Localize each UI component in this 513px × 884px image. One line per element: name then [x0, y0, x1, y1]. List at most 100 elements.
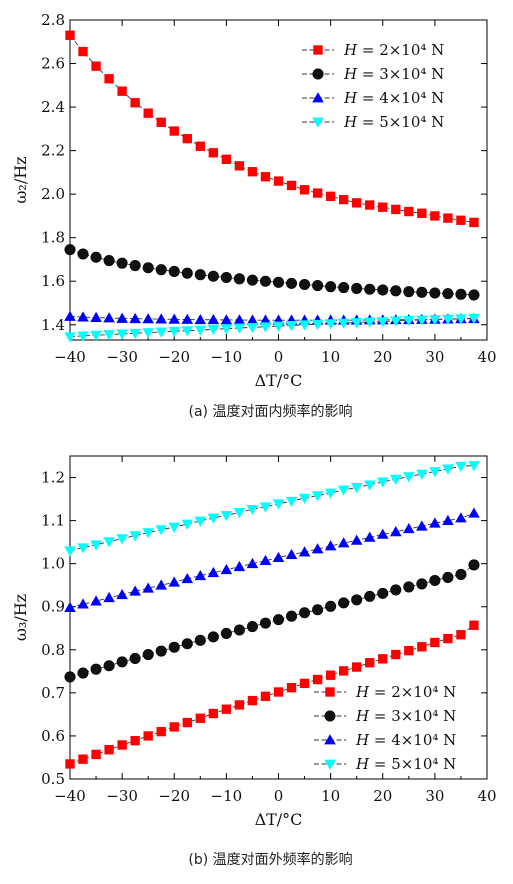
data-point [377, 284, 389, 296]
data-point [234, 700, 245, 710]
y-tick-label: 2.4 [41, 98, 65, 116]
legend-marker [313, 45, 323, 55]
data-point [324, 319, 337, 330]
data-point [350, 318, 363, 329]
data-point [103, 330, 115, 341]
legend-label: H = 3×10⁴ N [355, 707, 456, 725]
y-tick-label: 0.9 [41, 598, 65, 616]
legend-marker [324, 759, 336, 770]
data-point [390, 285, 402, 297]
data-point [220, 314, 233, 325]
data-point [155, 645, 167, 657]
data-point [391, 649, 401, 660]
data-point [104, 74, 114, 84]
data-point [404, 645, 414, 656]
legend-label: H = 4×10⁴ N [343, 89, 444, 107]
y-tick-label: 0.7 [41, 684, 65, 702]
data-point [221, 704, 232, 714]
data-point [417, 208, 427, 218]
data-point [116, 656, 128, 668]
data-point [65, 30, 75, 40]
data-point [246, 621, 258, 633]
data-point [468, 313, 480, 325]
y-tick-label: 2.6 [41, 55, 65, 73]
series-1 [65, 620, 479, 769]
data-point [429, 315, 441, 326]
data-point [442, 288, 454, 300]
data-point [337, 485, 350, 496]
data-point [116, 312, 128, 323]
data-point [116, 534, 128, 545]
data-point [272, 499, 285, 510]
data-point [416, 286, 428, 298]
legend-marker [324, 710, 336, 722]
data-point [298, 493, 311, 504]
data-point [443, 213, 453, 223]
data-point [324, 540, 337, 551]
data-point [455, 461, 467, 473]
data-point [117, 740, 127, 750]
data-point [168, 522, 181, 533]
data-point [168, 576, 181, 587]
data-point [90, 595, 102, 606]
data-point [104, 745, 114, 755]
data-point [285, 548, 298, 560]
legend-marker [312, 92, 324, 103]
data-point [416, 578, 428, 590]
data-point [325, 670, 336, 680]
data-point [182, 717, 192, 728]
data-point [207, 513, 220, 524]
y-tick-label: 0.5 [41, 770, 65, 788]
chart-b: −40 −30 −20 −10 0 10 20 30 40 0.5 0.6 0.7 0.8 0.9 1.0 1… [11, 455, 497, 868]
chart-a: −40 −30 −20 −10 0 10 20 30 40 1.4 1.6 1.8 2.0 2.2 2.4 2… [11, 11, 497, 420]
data-point [129, 652, 141, 664]
data-point [90, 311, 102, 322]
data-point [64, 671, 76, 683]
data-point [468, 289, 480, 301]
legend-label: H = 5×10⁴ N [343, 113, 444, 131]
y-tick-label: 0.8 [41, 641, 65, 659]
y-tick-label: 1.6 [41, 272, 65, 290]
data-point [194, 569, 207, 581]
data-point [168, 265, 180, 277]
data-point [233, 624, 245, 636]
data-point [129, 312, 141, 324]
data-point [142, 528, 154, 539]
data-point [246, 505, 259, 516]
data-point [468, 461, 480, 472]
data-point [77, 598, 89, 609]
data-point [468, 507, 480, 518]
data-point [195, 141, 205, 151]
data-point [77, 331, 89, 342]
data-point [391, 204, 401, 215]
data-point [338, 666, 349, 676]
x-tick-label: 0 [274, 787, 284, 805]
data-point [155, 264, 167, 276]
data-point [181, 572, 194, 584]
x-tick-label: 20 [373, 348, 392, 366]
data-point [155, 579, 167, 590]
data-point [90, 663, 102, 675]
data-point [117, 86, 127, 96]
x-tick-label: −20 [158, 787, 190, 805]
data-point [90, 330, 102, 341]
data-point [129, 260, 141, 272]
legend: H = 2×10⁴ N H = 3×10⁴ N H = 4×10⁴ N H = 5×1… [302, 41, 444, 131]
data-point [77, 311, 89, 322]
data-point [64, 310, 76, 321]
y-tick-label: 0.6 [41, 727, 65, 745]
data-point [246, 557, 259, 569]
data-point [299, 185, 310, 195]
x-tick-label: 40 [477, 348, 496, 366]
data-point [285, 496, 298, 507]
data-point [207, 324, 220, 336]
data-point [338, 282, 350, 294]
data-point [247, 167, 258, 177]
data-point [246, 274, 258, 286]
data-point [129, 328, 141, 340]
data-point [442, 571, 454, 583]
data-point [65, 759, 75, 769]
data-point [259, 502, 272, 513]
legend: H = 2×10⁴ N H = 3×10⁴ N H = 4×10⁴ N H = 5×1… [314, 683, 456, 773]
data-point [364, 283, 376, 295]
